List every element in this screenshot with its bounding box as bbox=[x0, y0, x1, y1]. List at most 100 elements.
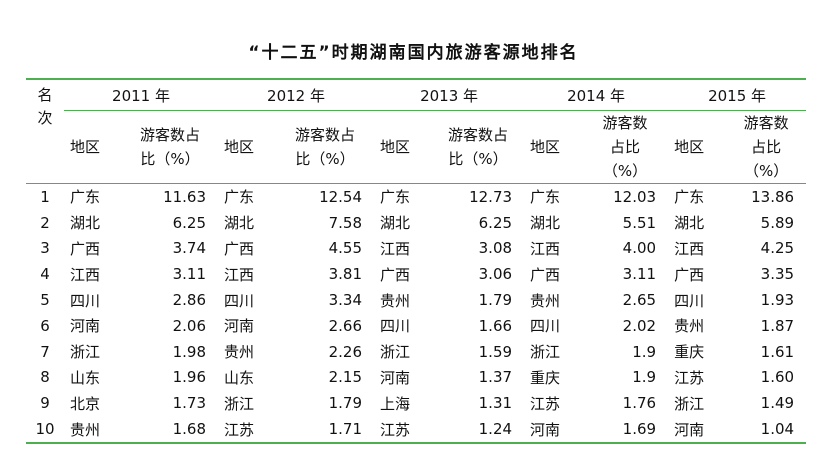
share-header: 游客数占比 （%） bbox=[726, 110, 807, 184]
share-cell: 1.9 bbox=[632, 368, 657, 387]
region-cell: 湖北 bbox=[70, 214, 101, 233]
share-cell: 1.79 bbox=[328, 394, 363, 413]
share-cell: 3.11 bbox=[172, 265, 207, 284]
year-header-2011: 2011 年 bbox=[64, 78, 219, 111]
table-title: “十二五”时期湖南国内旅游客源地排名 bbox=[248, 43, 579, 63]
share-cell: 3.08 bbox=[478, 239, 513, 258]
share-cell: 1.79 bbox=[478, 291, 513, 310]
share-cell: 1.98 bbox=[172, 342, 207, 361]
region-cell: 江西 bbox=[70, 265, 101, 284]
share-cell: 2.15 bbox=[328, 368, 363, 387]
ranking-body: 1 广东 11.63 广东 12.54 广东 12.73 广东 12.03 广东 13.86 2 湖北 6… bbox=[26, 184, 807, 444]
rank-cell: 3 bbox=[40, 239, 50, 258]
share-cell: 1.73 bbox=[172, 394, 207, 413]
year-header-2013: 2013 年 bbox=[374, 78, 525, 111]
region-cell: 贵州 bbox=[224, 343, 255, 362]
rank-header-line1: 名 bbox=[37, 86, 53, 104]
region-cell: 四川 bbox=[70, 291, 101, 310]
share-header-line: （%） bbox=[743, 162, 789, 180]
share-cell: 1.96 bbox=[172, 368, 207, 387]
region-cell: 江西 bbox=[530, 239, 561, 258]
table-row: 2 湖北 6.25 湖北 7.58 湖北 6.25 湖北 5.51 湖北 5.89 bbox=[26, 210, 806, 236]
table-row: 7 浙江 1.98 贵州 2.26 浙江 1.59 浙江 1.9 重庆 1.61 bbox=[26, 339, 806, 365]
share-cell: 5.51 bbox=[622, 213, 657, 232]
share-header-line: 游客数 bbox=[743, 114, 789, 132]
share-header-line: 比（%） bbox=[295, 150, 355, 168]
share-cell: 3.74 bbox=[172, 239, 207, 258]
table-row: 4 江西 3.11 江西 3.81 广西 3.06 广西 3.11 广西 3.35 bbox=[26, 261, 806, 287]
share-header-line: （%） bbox=[602, 162, 648, 180]
share-cell: 3.35 bbox=[760, 265, 795, 284]
share-header-line: 游客数 bbox=[602, 114, 648, 132]
year-header-2015: 2015 年 bbox=[668, 78, 807, 111]
share-header-line: 比（%） bbox=[140, 150, 200, 168]
region-cell: 广西 bbox=[380, 265, 411, 284]
share-cell: 5.89 bbox=[760, 213, 795, 232]
share-cell: 1.66 bbox=[478, 316, 513, 335]
share-cell: 7.58 bbox=[328, 213, 363, 232]
rank-cell: 8 bbox=[40, 368, 50, 387]
rank-cell: 7 bbox=[40, 342, 50, 361]
region-cell: 浙江 bbox=[224, 394, 255, 413]
region-cell: 河南 bbox=[70, 317, 101, 336]
region-cell: 贵州 bbox=[64, 416, 122, 444]
share-cell: 1.60 bbox=[760, 368, 795, 387]
share-header-line: 占比 bbox=[751, 138, 782, 156]
year-header-row: 名 次 2011 年 2012 年 2013 年 2014 年 2015 年 bbox=[26, 78, 807, 184]
region-cell: 广西 bbox=[224, 239, 255, 258]
region-cell: 重庆 bbox=[530, 368, 561, 387]
share-header: 游客数占比（%） bbox=[276, 110, 375, 184]
region-cell: 湖北 bbox=[380, 214, 411, 233]
share-cell: 3.06 bbox=[478, 265, 513, 284]
share-header-line: 游客数占 bbox=[295, 126, 356, 144]
region-cell: 河南 bbox=[380, 368, 411, 387]
share-cell: 1.69 bbox=[582, 416, 669, 444]
region-cell: 北京 bbox=[70, 394, 101, 413]
share-cell: 1.93 bbox=[760, 291, 795, 310]
year-header-2014: 2014 年 bbox=[524, 78, 669, 111]
share-cell: 4.55 bbox=[328, 239, 363, 258]
rank-cell: 5 bbox=[40, 291, 50, 310]
share-cell: 1.9 bbox=[632, 342, 657, 361]
region-cell: 广东 bbox=[530, 188, 561, 207]
share-header: 游客数占比（%） bbox=[432, 110, 525, 184]
table-row: 6 河南 2.06 河南 2.66 四川 1.66 四川 2.02 贵州 1.87 bbox=[26, 313, 806, 339]
table-row: 8 山东 1.96 山东 2.15 河南 1.37 重庆 1.9 江苏 1.60 bbox=[26, 365, 806, 391]
region-cell: 贵州 bbox=[380, 291, 411, 310]
share-cell: 4.00 bbox=[622, 239, 657, 258]
share-header-line: 游客数占 bbox=[140, 126, 201, 144]
share-cell: 3.81 bbox=[328, 265, 363, 284]
share-cell: 2.02 bbox=[622, 316, 657, 335]
share-cell: 2.26 bbox=[328, 342, 363, 361]
share-cell: 1.49 bbox=[760, 394, 795, 413]
rank-cell: 6 bbox=[40, 316, 50, 335]
region-cell: 四川 bbox=[530, 317, 561, 336]
region-cell: 四川 bbox=[224, 291, 255, 310]
share-cell: 1.04 bbox=[726, 416, 807, 444]
region-cell: 江苏 bbox=[374, 416, 433, 444]
region-cell: 浙江 bbox=[674, 394, 705, 413]
region-cell: 河南 bbox=[524, 416, 583, 444]
region-cell: 浙江 bbox=[530, 343, 561, 362]
region-cell: 山东 bbox=[70, 368, 101, 387]
share-header: 游客数占比（%） bbox=[122, 110, 219, 184]
region-cell: 河南 bbox=[668, 416, 727, 444]
region-cell: 江苏 bbox=[530, 394, 561, 413]
table-row: 10 贵州 1.68 江苏 1.71 江苏 1.24 河南 1.69 河南 1.04 bbox=[26, 416, 807, 444]
share-cell: 2.06 bbox=[172, 316, 207, 335]
region-cell: 贵州 bbox=[530, 291, 561, 310]
region-cell: 江西 bbox=[380, 239, 411, 258]
share-cell: 3.11 bbox=[622, 265, 657, 284]
year-header-2012: 2012 年 bbox=[218, 78, 375, 111]
region-header: 地区 bbox=[668, 110, 727, 184]
region-cell: 河南 bbox=[224, 317, 255, 336]
share-cell: 1.71 bbox=[276, 416, 375, 444]
region-cell: 广东 bbox=[70, 188, 101, 207]
rank-header-line2: 次 bbox=[37, 109, 53, 127]
region-cell: 广西 bbox=[674, 265, 705, 284]
share-cell: 1.37 bbox=[478, 368, 513, 387]
share-header: 游客数占比（%） bbox=[582, 110, 669, 184]
share-cell: 1.24 bbox=[432, 416, 525, 444]
region-cell: 湖北 bbox=[674, 214, 705, 233]
